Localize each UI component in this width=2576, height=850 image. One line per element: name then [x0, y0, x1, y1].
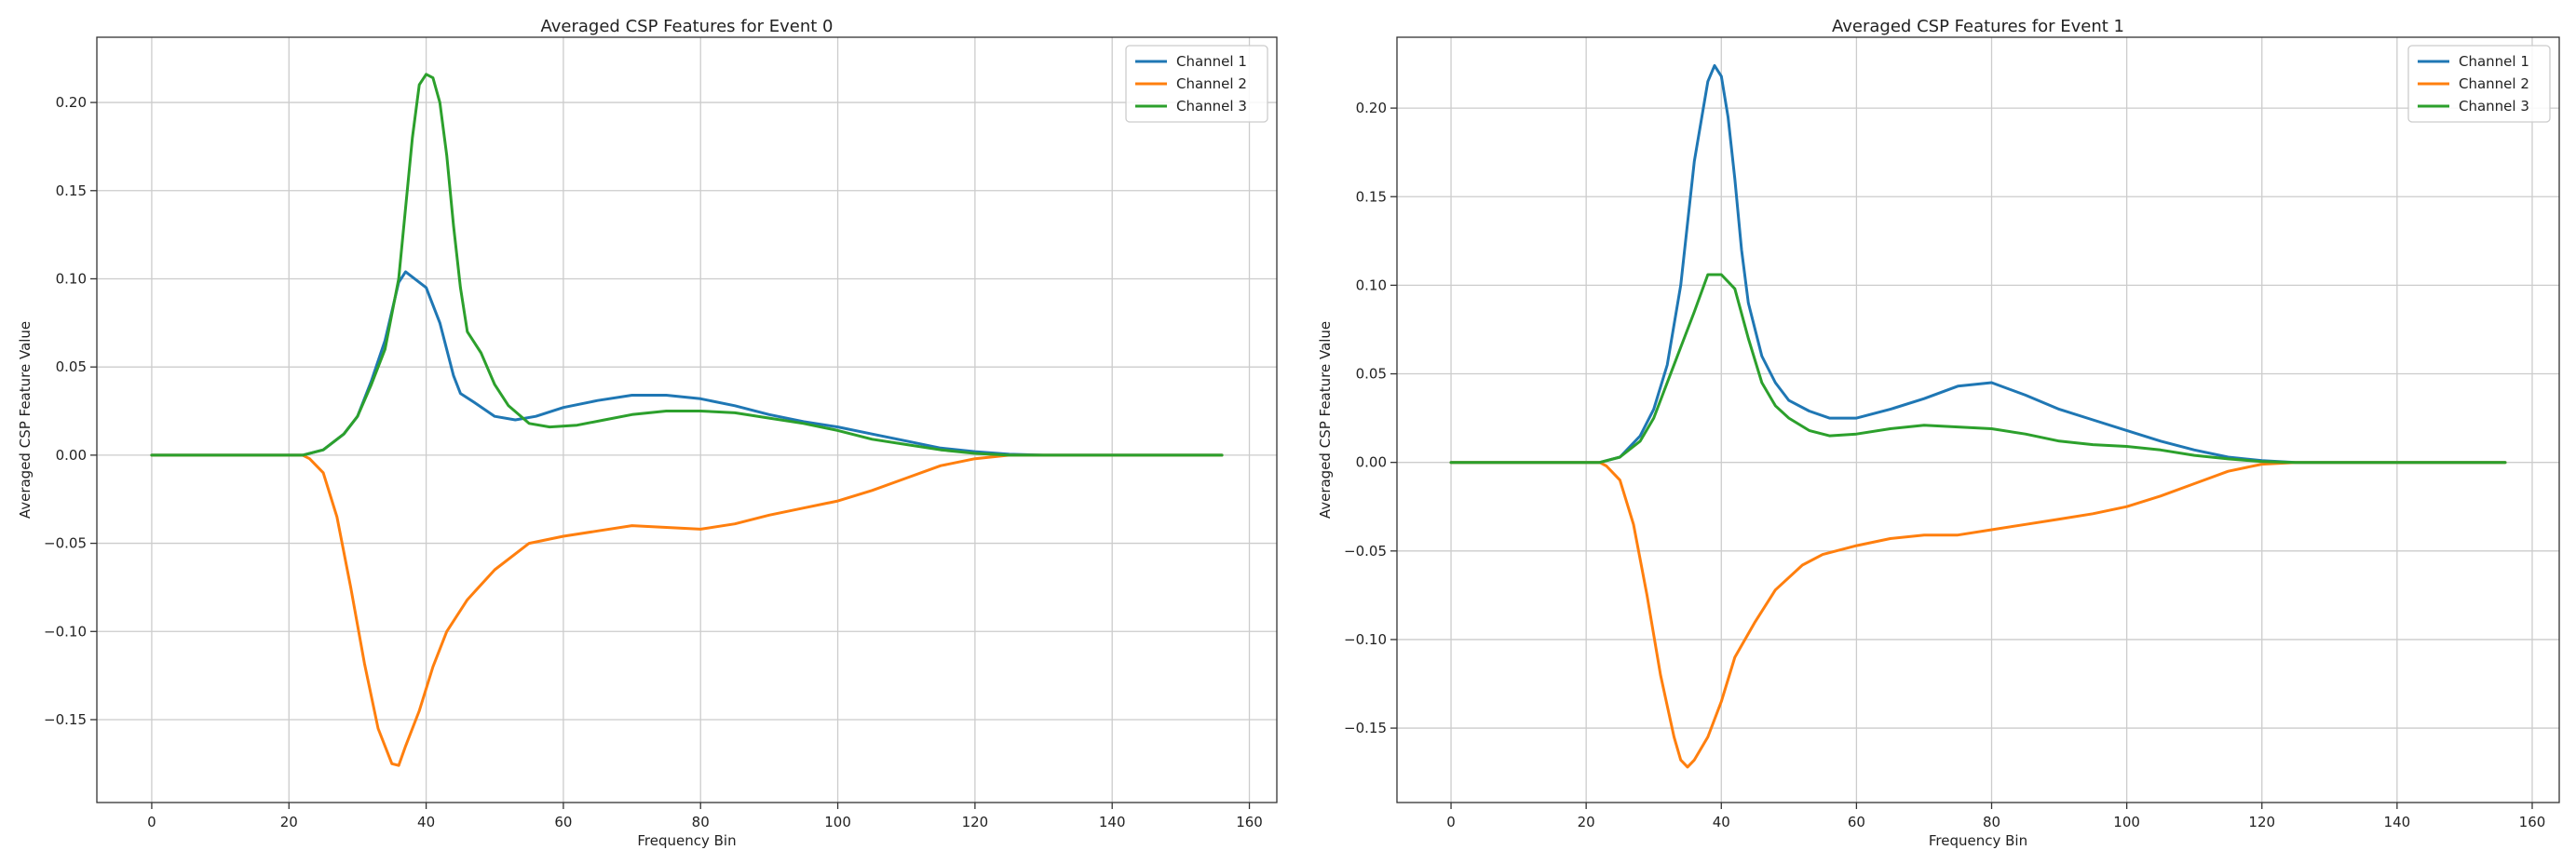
y-tick-label: 0.20 [56, 94, 87, 111]
y-tick-label: 0.00 [1356, 454, 1387, 471]
legend: Channel 1 Channel 2 Channel 3 [1125, 45, 1268, 123]
y-tick-label: −0.15 [1344, 720, 1387, 736]
y-tick-label: −0.10 [44, 623, 87, 640]
x-tick-label: 20 [280, 814, 298, 830]
series-line-channel-1 [1449, 63, 2507, 465]
chart-title: Averaged CSP Features for Event 1 [1832, 17, 2124, 36]
legend-box [1125, 45, 1268, 123]
series-line-channel-3 [150, 73, 1224, 457]
y-tick-label: −0.15 [44, 711, 87, 728]
chart-panel-event-0: 0 20 40 60 80 100 120 140 160 −0.15 −0.10 −0.05 0.00… [17, 17, 1278, 849]
series-group [150, 73, 1224, 767]
y-tick-label: −0.05 [1344, 543, 1387, 560]
y-tick-label: 0.05 [1356, 366, 1387, 383]
x-tick-label: 120 [962, 814, 989, 830]
x-tick-label: 60 [554, 814, 572, 830]
y-tick-label: −0.05 [44, 535, 87, 552]
x-tick-label: 140 [2384, 814, 2411, 830]
x-tick-label: 80 [692, 814, 710, 830]
legend-label-channel-3: Channel 3 [1176, 98, 1247, 115]
legend-label-channel-2: Channel 2 [2459, 75, 2529, 92]
x-tick-label: 100 [824, 814, 851, 830]
x-axis-label: Frequency Bin [637, 832, 736, 849]
x-tick-label: 140 [1099, 814, 1126, 830]
legend: Channel 1 Channel 2 Channel 3 [2407, 45, 2551, 123]
legend-label-channel-3: Channel 3 [2459, 98, 2529, 115]
y-tick-label: 0.05 [56, 358, 87, 375]
x-tick-label: 20 [1578, 814, 1595, 830]
legend-box [2407, 45, 2551, 123]
grid [1397, 37, 2559, 803]
plot-frame [96, 36, 1278, 803]
x-tick-label: 80 [1983, 814, 2000, 830]
plot-frame [1396, 36, 2560, 803]
x-tick-label: 0 [147, 814, 156, 830]
y-tick-label: 0.00 [56, 447, 87, 464]
series-line-channel-3 [1449, 273, 2507, 465]
chart-title: Averaged CSP Features for Event 0 [541, 17, 834, 36]
x-tick-label: 0 [1446, 814, 1456, 830]
y-axis-label: Averaged CSP Feature Value [17, 321, 34, 519]
series-line-channel-1 [150, 270, 1224, 457]
x-axis-label: Frequency Bin [1929, 832, 2027, 849]
y-tick-label: 0.15 [56, 182, 87, 199]
x-tick-label: 100 [2113, 814, 2140, 830]
chart-panel-event-1: 0 20 40 60 80 100 120 140 160 −0.15 −0.10 −0.05 0.00… [1317, 17, 2560, 849]
x-tick-label: 40 [417, 814, 435, 830]
series-line-channel-2 [1449, 461, 2507, 769]
x-tick-label: 60 [1848, 814, 1865, 830]
x-tick-label: 160 [2519, 814, 2546, 830]
y-tick-label: 0.20 [1356, 100, 1387, 116]
x-tick-label: 120 [2248, 814, 2275, 830]
legend-label-channel-2: Channel 2 [1176, 75, 1247, 92]
y-tick-label: −0.10 [1344, 631, 1387, 648]
y-tick-label: 0.15 [1356, 188, 1387, 205]
legend-label-channel-1: Channel 1 [2459, 53, 2529, 70]
x-tick-label: 40 [1713, 814, 1730, 830]
x-tick-label: 160 [1236, 814, 1263, 830]
series-group [1449, 63, 2507, 769]
y-tick-label: 0.10 [1356, 277, 1387, 293]
y-axis-label: Averaged CSP Feature Value [1317, 321, 1334, 519]
legend-label-channel-1: Channel 1 [1176, 53, 1247, 70]
series-line-channel-2 [150, 453, 1224, 767]
y-tick-label: 0.10 [56, 270, 87, 287]
grid [97, 37, 1277, 803]
